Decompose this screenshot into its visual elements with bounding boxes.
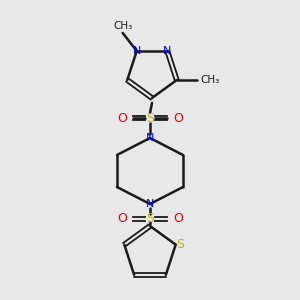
- Text: O: O: [117, 112, 127, 124]
- Text: N: N: [146, 133, 154, 143]
- Text: CH₃: CH₃: [113, 21, 132, 31]
- Text: O: O: [117, 212, 127, 225]
- Text: N: N: [163, 46, 172, 56]
- Text: O: O: [173, 212, 183, 225]
- Text: CH₃: CH₃: [200, 75, 219, 85]
- Text: S: S: [146, 112, 154, 124]
- Text: N: N: [133, 46, 141, 56]
- Text: O: O: [173, 112, 183, 124]
- Text: N: N: [146, 199, 154, 209]
- Text: S: S: [146, 212, 154, 225]
- Text: S: S: [176, 238, 184, 251]
